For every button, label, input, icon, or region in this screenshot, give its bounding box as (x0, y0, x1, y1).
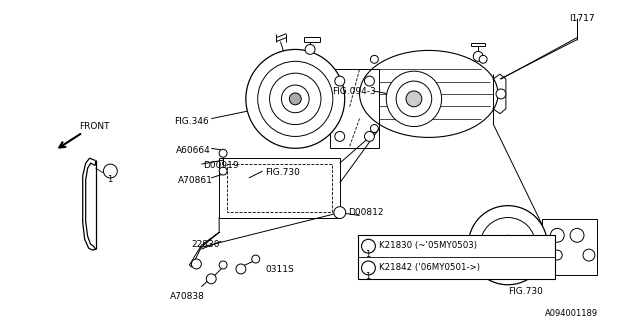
Circle shape (496, 89, 506, 99)
Circle shape (305, 44, 315, 54)
Text: 1: 1 (108, 175, 113, 184)
Circle shape (468, 206, 547, 285)
Polygon shape (543, 220, 597, 275)
Circle shape (219, 149, 227, 157)
Circle shape (334, 207, 346, 219)
Circle shape (365, 132, 374, 141)
Circle shape (362, 261, 376, 275)
Circle shape (335, 132, 345, 141)
Circle shape (236, 264, 246, 274)
Text: FIG.730: FIG.730 (508, 287, 543, 296)
Bar (227, 164, 332, 212)
Text: K21842 ('06MY0501->): K21842 ('06MY0501->) (380, 263, 481, 272)
Polygon shape (219, 158, 340, 218)
Circle shape (191, 259, 202, 269)
Text: FIG.730: FIG.730 (264, 168, 300, 177)
Text: A094001189: A094001189 (545, 309, 598, 318)
Circle shape (387, 71, 442, 126)
Text: A60664: A60664 (175, 146, 211, 155)
Polygon shape (330, 69, 380, 148)
Text: 1: 1 (365, 250, 371, 259)
Text: K21830 (~'05MY0503): K21830 (~'05MY0503) (380, 241, 477, 250)
Text: A70861: A70861 (178, 176, 212, 185)
Circle shape (550, 228, 564, 242)
Circle shape (258, 61, 333, 136)
Text: 22830: 22830 (191, 240, 220, 249)
Circle shape (479, 55, 487, 63)
Circle shape (104, 164, 117, 178)
Text: D00812: D00812 (348, 208, 383, 217)
Text: A70838: A70838 (170, 292, 205, 301)
Circle shape (282, 85, 309, 113)
Circle shape (583, 249, 595, 261)
Circle shape (480, 218, 536, 273)
Circle shape (206, 274, 216, 284)
Circle shape (498, 235, 518, 255)
Text: FIG.346: FIG.346 (173, 117, 209, 126)
Circle shape (552, 250, 562, 260)
Circle shape (219, 167, 227, 175)
Text: D00919: D00919 (204, 161, 239, 170)
Text: FIG.094-3: FIG.094-3 (332, 87, 376, 96)
Circle shape (219, 261, 227, 269)
Circle shape (473, 52, 483, 61)
Text: 0311S: 0311S (266, 265, 294, 274)
Circle shape (246, 49, 345, 148)
Circle shape (396, 81, 432, 117)
Circle shape (365, 76, 374, 86)
Bar (358, 235, 556, 279)
Text: I1717: I1717 (569, 14, 595, 23)
Text: FRONT: FRONT (79, 122, 109, 131)
Circle shape (371, 124, 378, 132)
Circle shape (371, 55, 378, 63)
Circle shape (362, 239, 376, 253)
Circle shape (406, 91, 422, 107)
Circle shape (570, 228, 584, 242)
Circle shape (269, 73, 321, 124)
Circle shape (252, 255, 260, 263)
Circle shape (289, 93, 301, 105)
Text: 1: 1 (365, 272, 371, 281)
Circle shape (335, 76, 345, 86)
